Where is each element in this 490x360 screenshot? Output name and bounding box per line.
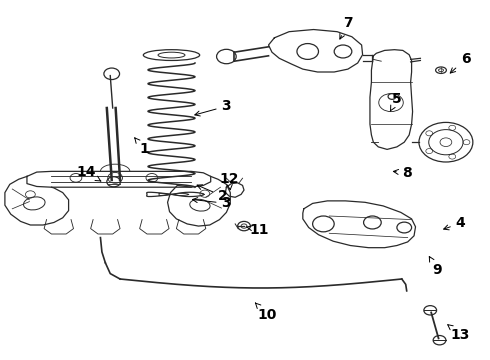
Text: 3: 3 [195, 99, 231, 116]
Text: 8: 8 [393, 166, 412, 180]
Text: 4: 4 [443, 216, 465, 230]
Text: 7: 7 [340, 17, 353, 39]
Text: 5: 5 [390, 92, 402, 111]
Text: 14: 14 [76, 165, 101, 181]
Text: 1: 1 [135, 138, 149, 156]
Text: 11: 11 [246, 223, 269, 237]
Text: 10: 10 [255, 303, 277, 322]
Text: 13: 13 [448, 325, 470, 342]
Text: 3: 3 [193, 197, 231, 210]
Text: 12: 12 [220, 172, 239, 190]
Text: 9: 9 [429, 257, 442, 277]
Text: 2: 2 [197, 185, 228, 203]
Text: 6: 6 [450, 53, 470, 73]
